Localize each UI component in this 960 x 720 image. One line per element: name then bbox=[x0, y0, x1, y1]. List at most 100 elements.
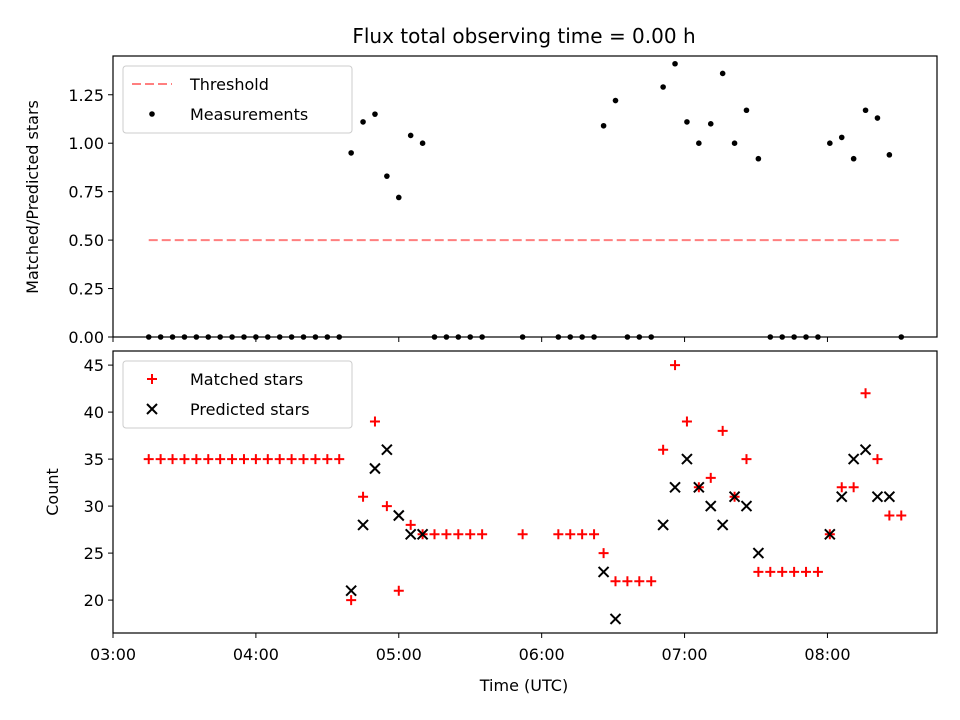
bottom-y-tick-label: 35 bbox=[84, 450, 104, 469]
bottom-y-tick-label: 30 bbox=[84, 497, 104, 516]
bottom-y-tick-label: 40 bbox=[84, 403, 104, 422]
matched-stars-point bbox=[429, 529, 440, 540]
predicted-stars-point bbox=[357, 519, 369, 531]
matched-stars-point bbox=[717, 425, 728, 436]
top-y-tick-label: 0.50 bbox=[68, 231, 104, 250]
matched-stars-point bbox=[191, 454, 202, 465]
measurement-point bbox=[660, 84, 666, 90]
predicted-stars-point bbox=[716, 519, 729, 531]
matched-stars-point bbox=[812, 566, 823, 577]
bottom-x-axis-label: Time (UTC) bbox=[479, 676, 568, 695]
matched-stars-point bbox=[143, 454, 154, 465]
measurement-point bbox=[372, 111, 378, 117]
x-tick-label: 05:00 bbox=[376, 645, 422, 664]
predicted-stars-point bbox=[693, 481, 705, 494]
top-y-tick-label: 0.75 bbox=[68, 183, 104, 202]
legend-predicted-stars-swatch bbox=[146, 403, 158, 415]
bottom-y-tick-label: 20 bbox=[84, 591, 104, 610]
matched-stars-point bbox=[681, 416, 692, 427]
predicted-stars-point bbox=[836, 490, 848, 503]
measurement-point bbox=[886, 152, 893, 158]
predicted-stars-point bbox=[728, 490, 741, 503]
matched-stars-point bbox=[477, 529, 488, 540]
matched-stars-point bbox=[215, 454, 226, 465]
matched-stars-point bbox=[848, 482, 859, 493]
predicted-stars-point bbox=[381, 443, 393, 456]
predicted-stars-point bbox=[404, 528, 417, 541]
top-y-tick-label: 1.25 bbox=[68, 86, 104, 105]
matched-stars-point bbox=[598, 548, 609, 559]
matched-stars-point bbox=[274, 454, 285, 465]
matched-stars-point bbox=[155, 454, 166, 465]
measurement-point bbox=[707, 121, 714, 127]
matched-stars-point bbox=[393, 585, 404, 596]
top-y-axis-label: Matched/Predicted stars bbox=[23, 100, 42, 294]
matched-stars-point bbox=[765, 566, 776, 577]
legend-label: Measurements bbox=[190, 105, 308, 124]
top-legend-box bbox=[122, 65, 353, 134]
matched-stars-point bbox=[167, 454, 178, 465]
predicted-stars-point bbox=[345, 584, 357, 597]
matched-stars-point bbox=[369, 416, 380, 427]
matched-stars-point bbox=[753, 566, 764, 577]
measurement-point bbox=[384, 173, 390, 179]
top-y-tick-label: 1.00 bbox=[68, 134, 104, 153]
measurement-point bbox=[395, 194, 402, 201]
predicted-stars-point bbox=[705, 500, 717, 512]
measurement-point bbox=[827, 140, 833, 147]
matched-stars-point bbox=[658, 444, 669, 455]
measurement-point bbox=[719, 70, 726, 77]
matched-stars-point bbox=[179, 454, 190, 465]
matched-stars-point bbox=[777, 566, 788, 577]
top-chart-title: Flux total observing time = 0.00 h bbox=[352, 24, 695, 48]
predicted-stars-point bbox=[871, 490, 884, 503]
matched-stars-point bbox=[322, 454, 333, 465]
measurement-point bbox=[612, 97, 619, 104]
matched-stars-point bbox=[346, 595, 357, 606]
matched-stars-point bbox=[517, 529, 528, 540]
measurement-point bbox=[731, 140, 738, 147]
matched-stars-point bbox=[298, 454, 309, 465]
top-plot-area: 0.00 0.25 0.50 0.75 1.00 1.25 Threshold Measure… bbox=[68, 55, 938, 347]
matched-stars-point bbox=[227, 454, 238, 465]
predicted-stars-point bbox=[847, 453, 860, 465]
predicted-stars-point bbox=[393, 509, 405, 522]
matched-stars-point bbox=[203, 454, 214, 465]
measurement-point bbox=[600, 122, 607, 129]
matched-stars-point bbox=[565, 529, 576, 540]
matched-stars-point bbox=[860, 388, 871, 399]
x-tick-label: 03:00 bbox=[90, 645, 136, 664]
measurement-point bbox=[672, 60, 678, 67]
top-y-tick-label: 0.25 bbox=[68, 280, 104, 299]
matched-stars-point bbox=[670, 360, 681, 371]
measurement-point bbox=[755, 155, 762, 162]
matched-stars-point bbox=[577, 529, 588, 540]
x-tick-label: 04:00 bbox=[233, 645, 279, 664]
matched-stars-point bbox=[465, 529, 476, 540]
predicted-stars-point bbox=[740, 500, 753, 512]
matched-stars-point bbox=[622, 576, 633, 587]
measurement-point bbox=[407, 132, 414, 139]
measurement-point bbox=[874, 115, 881, 121]
matched-stars-point bbox=[381, 501, 392, 512]
matched-stars-point bbox=[789, 566, 800, 577]
bottom-legend-box bbox=[122, 360, 353, 429]
matched-stars-point bbox=[262, 454, 273, 465]
measurement-point bbox=[838, 134, 845, 141]
matched-stars-point bbox=[310, 454, 321, 465]
predicted-stars-point bbox=[824, 528, 836, 541]
legend-label: Threshold bbox=[189, 75, 269, 94]
measurement-point bbox=[862, 107, 869, 114]
matched-stars-point bbox=[884, 510, 895, 521]
bottom-y-axis-label: Count bbox=[43, 468, 62, 516]
measurement-point bbox=[419, 140, 426, 147]
x-tick-label: 06:00 bbox=[519, 645, 565, 664]
matched-stars-point bbox=[896, 510, 907, 521]
bottom-axes-frame bbox=[112, 350, 938, 634]
bottom-y-tick-label: 45 bbox=[84, 356, 104, 375]
matched-stars-point bbox=[589, 529, 600, 540]
matched-stars-point bbox=[334, 454, 345, 465]
predicted-stars-point bbox=[681, 453, 693, 465]
matched-stars-point bbox=[836, 482, 847, 493]
